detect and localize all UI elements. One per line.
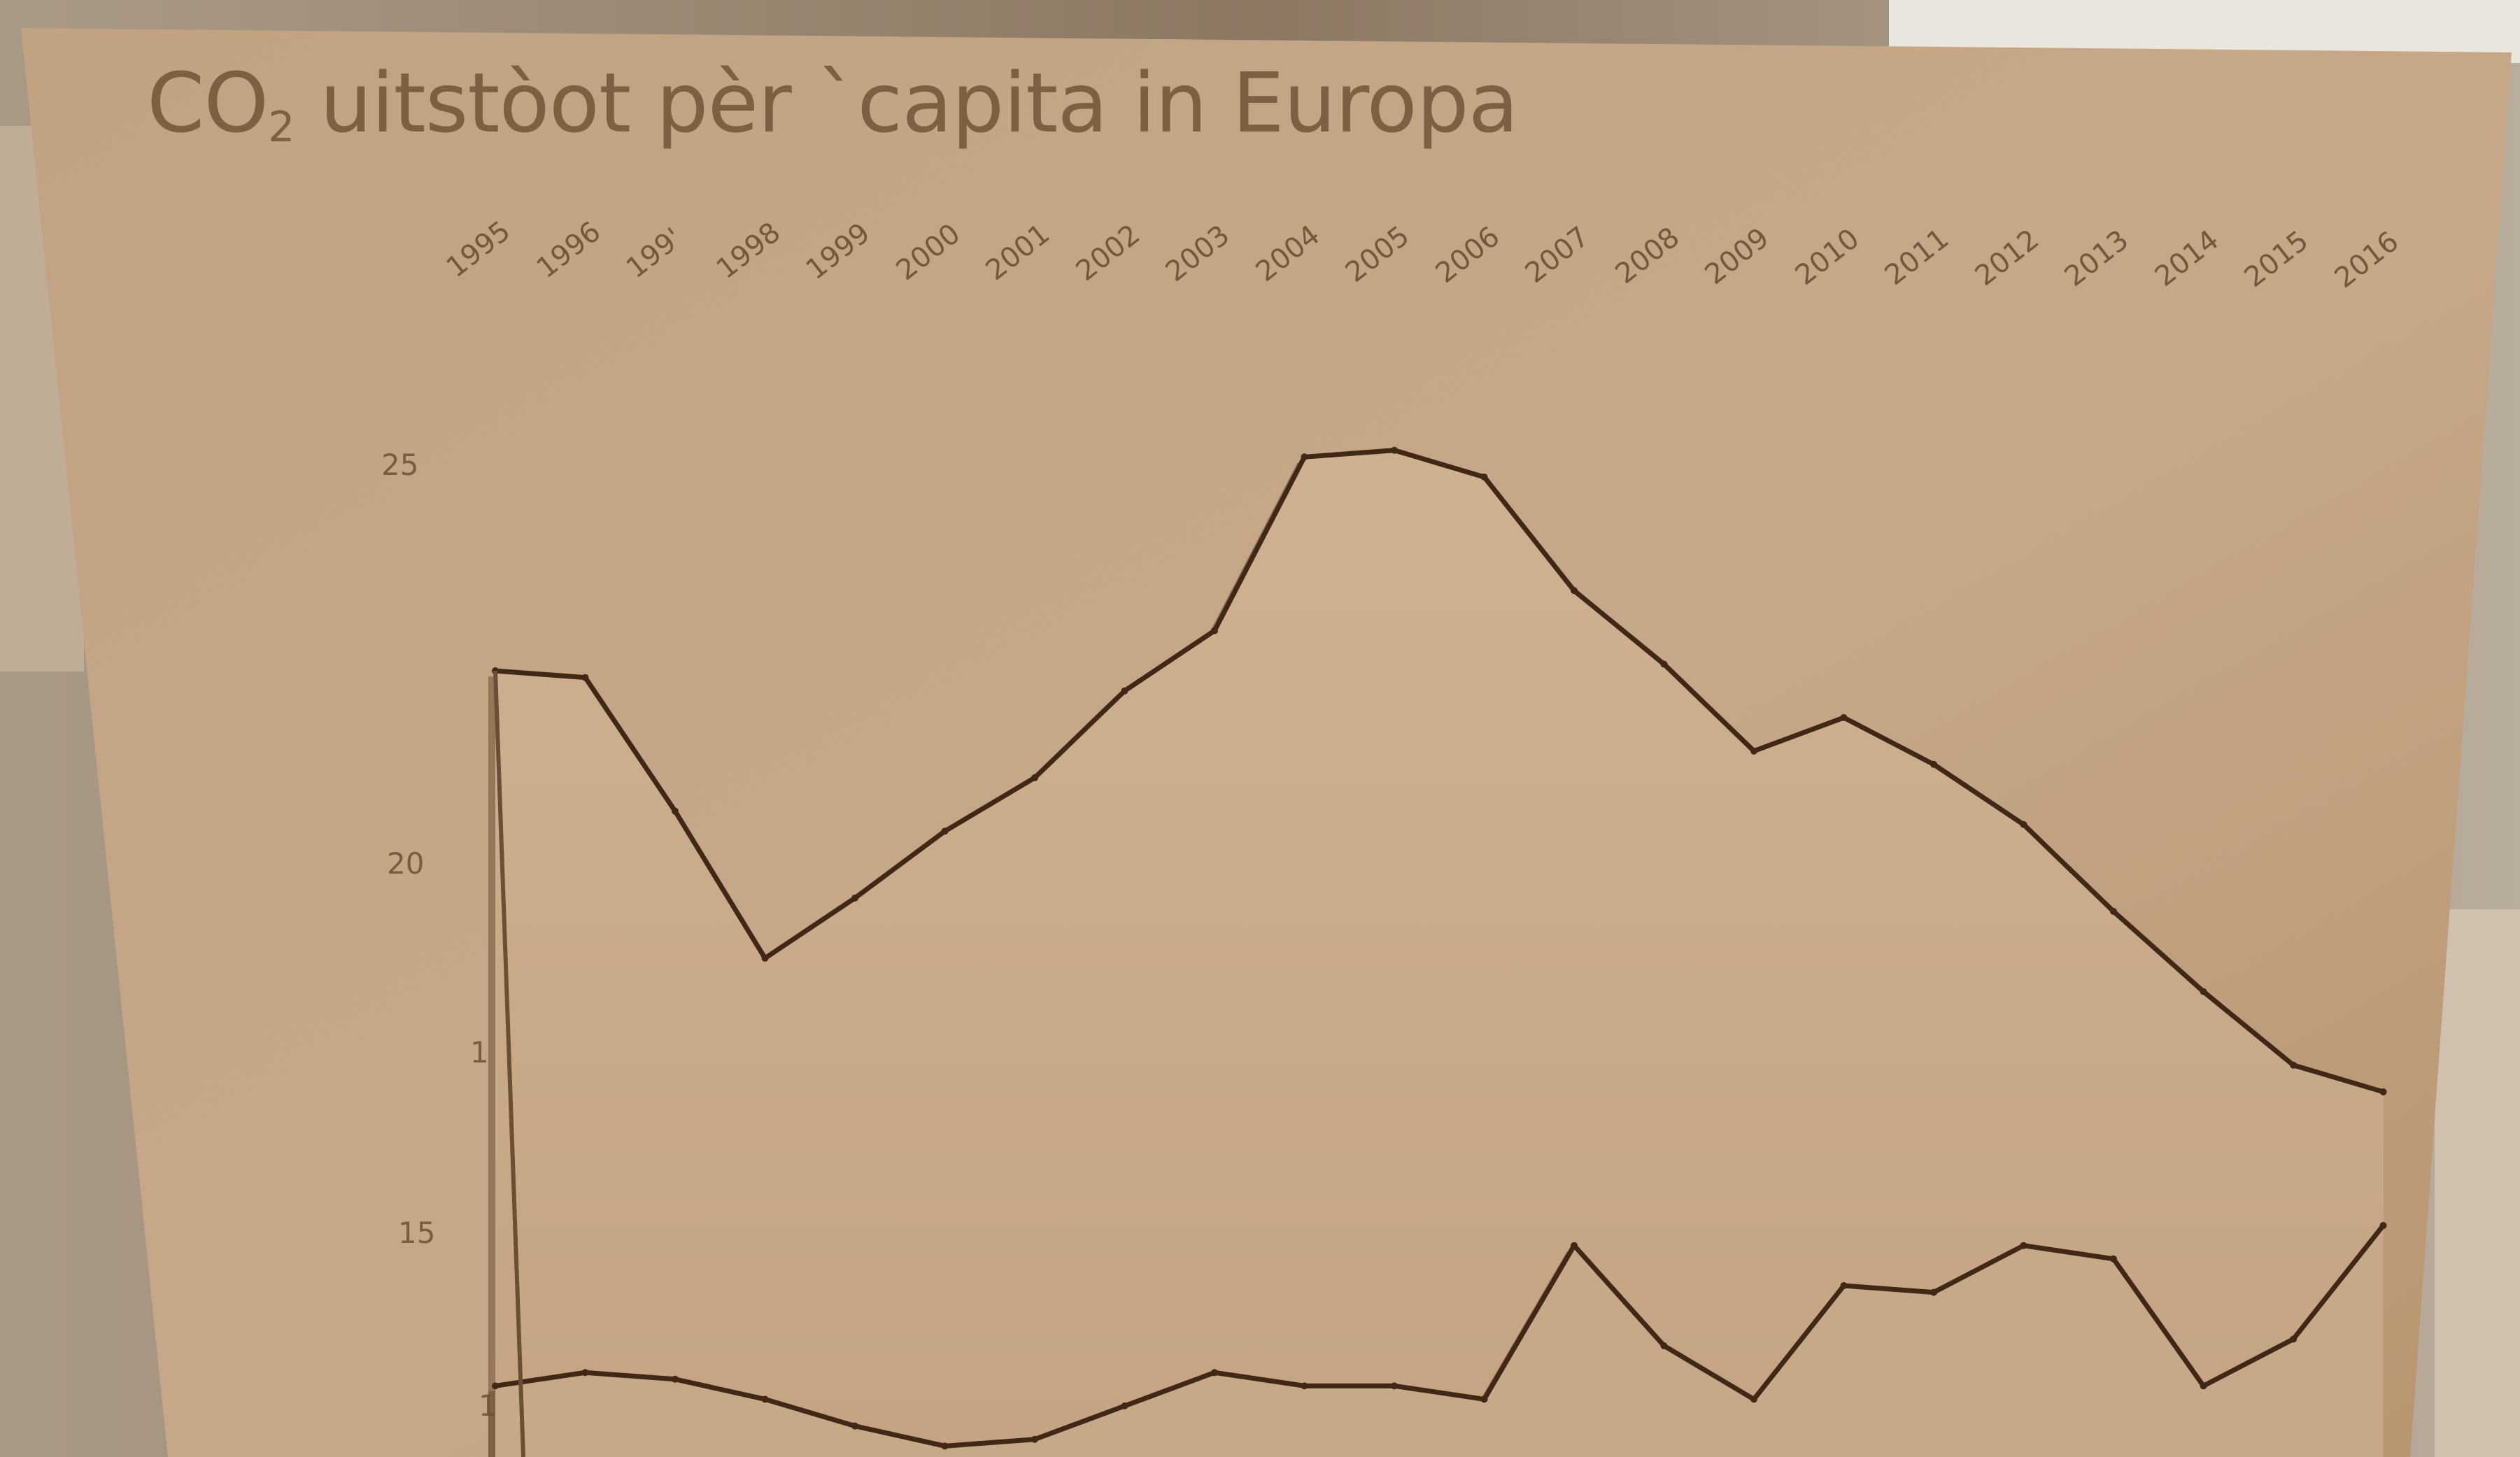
page-title: CO2 uitstòot pèr `capita in Europa (147, 55, 1519, 152)
data-point-upper-2011 (1930, 760, 1937, 768)
data-point-lower-1998 (761, 1395, 769, 1403)
data-point-lower-2011 (1930, 1288, 1937, 1296)
data-point-upper-2002 (1121, 687, 1128, 695)
y-tick-label: 1 (479, 1388, 497, 1423)
data-point-lower-2005 (1391, 1382, 1398, 1390)
data-point-lower-2014 (2200, 1382, 2207, 1390)
data-point-upper-2008 (1660, 660, 1668, 668)
data-point-lower-2013 (2110, 1255, 2117, 1263)
y-tick-label: 25 (381, 448, 419, 482)
data-point-upper-2015 (2290, 1061, 2297, 1069)
data-point-upper-1999 (851, 894, 858, 902)
data-point-lower-2006 (1480, 1395, 1488, 1403)
data-point-upper-2010 (1840, 713, 1848, 721)
data-point-lower-2000 (941, 1442, 949, 1450)
series-area-lower (495, 1225, 2384, 1457)
layer-side-edge (493, 670, 525, 1457)
data-point-upper-2012 (2020, 820, 2027, 828)
data-point-upper-2000 (941, 827, 949, 835)
data-point-lower-1996 (581, 1369, 589, 1377)
data-point-lower-2004 (1301, 1382, 1308, 1390)
data-point-upper-2001 (1031, 774, 1038, 781)
data-point-upper-2004 (1301, 453, 1308, 461)
data-point-lower-2003 (1211, 1369, 1218, 1377)
chart-layers (488, 446, 2387, 1457)
data-point-upper-1998 (761, 954, 769, 962)
series-area-upper (495, 450, 2384, 1457)
y-tick-label: 1 (470, 1035, 489, 1069)
data-point-lower-1997 (672, 1375, 679, 1383)
data-point-upper-2013 (2110, 907, 2117, 915)
y-tick-label: 20 (387, 846, 425, 881)
data-point-upper-2009 (1750, 747, 1757, 755)
data-point-upper-2014 (2200, 988, 2207, 995)
floor-right (2435, 909, 2520, 1457)
data-point-lower-2015 (2290, 1335, 2297, 1343)
data-point-lower-2010 (1840, 1282, 1848, 1290)
data-point-upper-2003 (1211, 627, 1218, 634)
data-point-lower-1999 (851, 1422, 858, 1430)
data-point-lower-2007 (1571, 1242, 1578, 1249)
y-tick-label: 15 (398, 1216, 436, 1250)
data-point-lower-2008 (1660, 1342, 1668, 1350)
data-point-lower-2016 (2379, 1222, 2387, 1230)
data-point-lower-2002 (1121, 1402, 1128, 1409)
series-line-lower (495, 1223, 2386, 1449)
data-point-lower-1995 (492, 1382, 499, 1390)
data-point-lower-2001 (1031, 1435, 1038, 1443)
data-point-upper-2007 (1571, 587, 1578, 595)
data-point-upper-2005 (1391, 446, 1398, 454)
data-point-lower-2009 (1750, 1395, 1757, 1403)
data-point-lower-2012 (2020, 1242, 2027, 1249)
data-point-upper-1997 (672, 807, 679, 815)
data-point-upper-2006 (1480, 473, 1488, 481)
series-line-upper (495, 448, 2384, 1095)
data-point-upper-2016 (2379, 1088, 2387, 1095)
data-point-upper-1996 (581, 674, 589, 681)
